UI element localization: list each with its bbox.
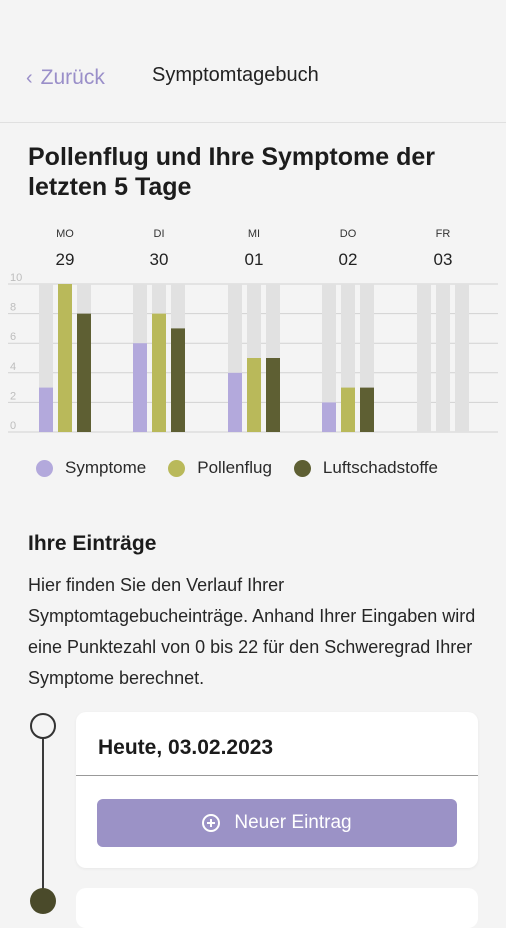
- back-label: Zurück: [40, 66, 105, 89]
- legend-item-luftschadstoffe: Luftschadstoffe: [293, 458, 438, 478]
- legend-label: Symptome: [65, 458, 147, 477]
- legend-label: Pollenflug: [197, 458, 272, 477]
- bar: [360, 387, 374, 432]
- bar: [152, 313, 166, 432]
- bar: [341, 387, 355, 432]
- chart-heading: Pollenflug und Ihre Symptome der letzten…: [28, 143, 435, 201]
- bar: [133, 343, 147, 432]
- entry-card-today: Heute, 03.02.2023 Neuer Eintrag: [76, 712, 478, 868]
- y-tick-label: 0: [10, 420, 16, 432]
- bar: [39, 387, 53, 432]
- timeline-node-icon: [30, 713, 56, 739]
- bar: [77, 313, 91, 432]
- y-tick-label: 10: [10, 272, 22, 284]
- bar: [247, 358, 261, 432]
- legend-item-pollenflug: Pollenflug: [168, 458, 272, 478]
- x-day-label: MO: [56, 228, 74, 240]
- back-button[interactable]: ‹ Zurück: [26, 66, 105, 90]
- x-date-label: 30: [150, 250, 169, 269]
- new-entry-label: Neuer Eintrag: [234, 812, 352, 833]
- x-day-label: FR: [436, 228, 451, 240]
- y-tick-label: 2: [10, 390, 16, 402]
- new-entry-button[interactable]: Neuer Eintrag: [97, 799, 457, 847]
- x-day-label: MI: [248, 228, 260, 240]
- bar: [228, 372, 242, 432]
- bar: [266, 358, 280, 432]
- app-header: ‹ Zurück Symptomtagebuch: [0, 0, 506, 125]
- entries-description: Hier finden Sie den Verlauf Ihrer Sympto…: [28, 575, 476, 688]
- bar: [322, 402, 336, 432]
- x-day-label: DI: [154, 228, 165, 240]
- x-date-label: 29: [56, 250, 75, 269]
- x-day-label: DO: [340, 228, 357, 240]
- bar-track: [322, 284, 336, 432]
- card-divider: [76, 775, 478, 776]
- x-date-label: 02: [339, 250, 358, 269]
- bar: [171, 328, 185, 432]
- chart-legend: Symptome Pollenflug Luftschadstoffe: [36, 458, 496, 478]
- page-title: Symptomtagebuch: [152, 64, 319, 86]
- entry-card-previous[interactable]: [76, 888, 478, 928]
- x-date-label: 01: [245, 250, 264, 269]
- y-tick-label: 8: [10, 302, 16, 314]
- legend-dot-icon: [293, 459, 311, 477]
- legend-dot-icon: [36, 459, 53, 477]
- bar-track: [417, 284, 431, 432]
- entry-date: Heute, 03.02.2023: [98, 736, 274, 759]
- bar-track: [455, 284, 469, 432]
- legend-label: Luftschadstoffe: [322, 458, 438, 477]
- timeline-line: [42, 738, 44, 900]
- y-tick-label: 6: [10, 331, 16, 343]
- plus-circle-icon: [202, 814, 221, 832]
- y-tick-label: 4: [10, 361, 16, 373]
- entries-heading: Ihre Einträge: [28, 532, 157, 555]
- legend-dot-icon: [168, 459, 186, 477]
- bar-track: [436, 284, 450, 432]
- x-date-label: 03: [434, 250, 453, 269]
- chevron-left-icon: ‹: [26, 67, 33, 89]
- bar: [58, 284, 72, 432]
- header-divider: [0, 122, 506, 123]
- legend-item-symptome: Symptome: [36, 458, 146, 478]
- timeline-node-filled-icon: [30, 888, 56, 914]
